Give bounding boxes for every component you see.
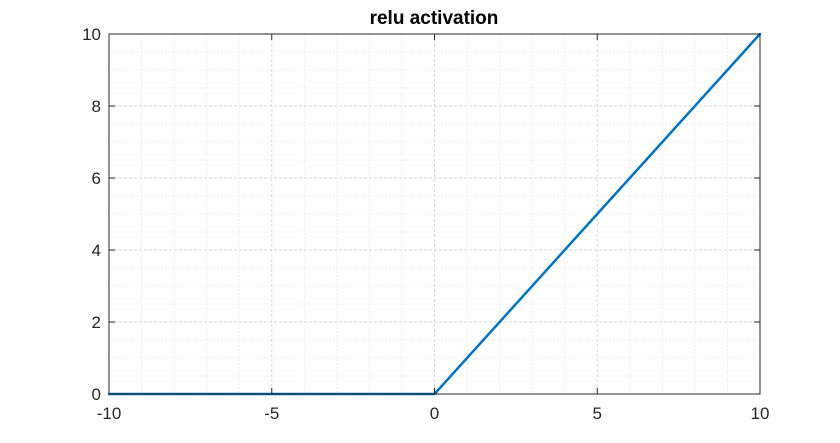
x-axis: -10 -5 0 5 10 bbox=[97, 34, 770, 423]
y-axis: 0 2 4 6 8 10 bbox=[82, 25, 760, 404]
y-tick-label: 4 bbox=[92, 241, 101, 260]
y-tick-label: 8 bbox=[92, 97, 101, 116]
y-tick-label: 6 bbox=[92, 169, 101, 188]
minor-grid bbox=[109, 34, 760, 394]
y-tick-label: 2 bbox=[92, 313, 101, 332]
x-tick-label: 5 bbox=[593, 404, 602, 423]
chart-title: relu activation bbox=[370, 8, 499, 29]
x-tick-label: -5 bbox=[264, 404, 279, 423]
y-tick-label: 10 bbox=[82, 25, 101, 44]
x-tick-label: 10 bbox=[751, 404, 770, 423]
x-tick-label: -10 bbox=[97, 404, 122, 423]
y-tick-label: 0 bbox=[92, 385, 101, 404]
x-tick-label: 0 bbox=[430, 404, 439, 423]
